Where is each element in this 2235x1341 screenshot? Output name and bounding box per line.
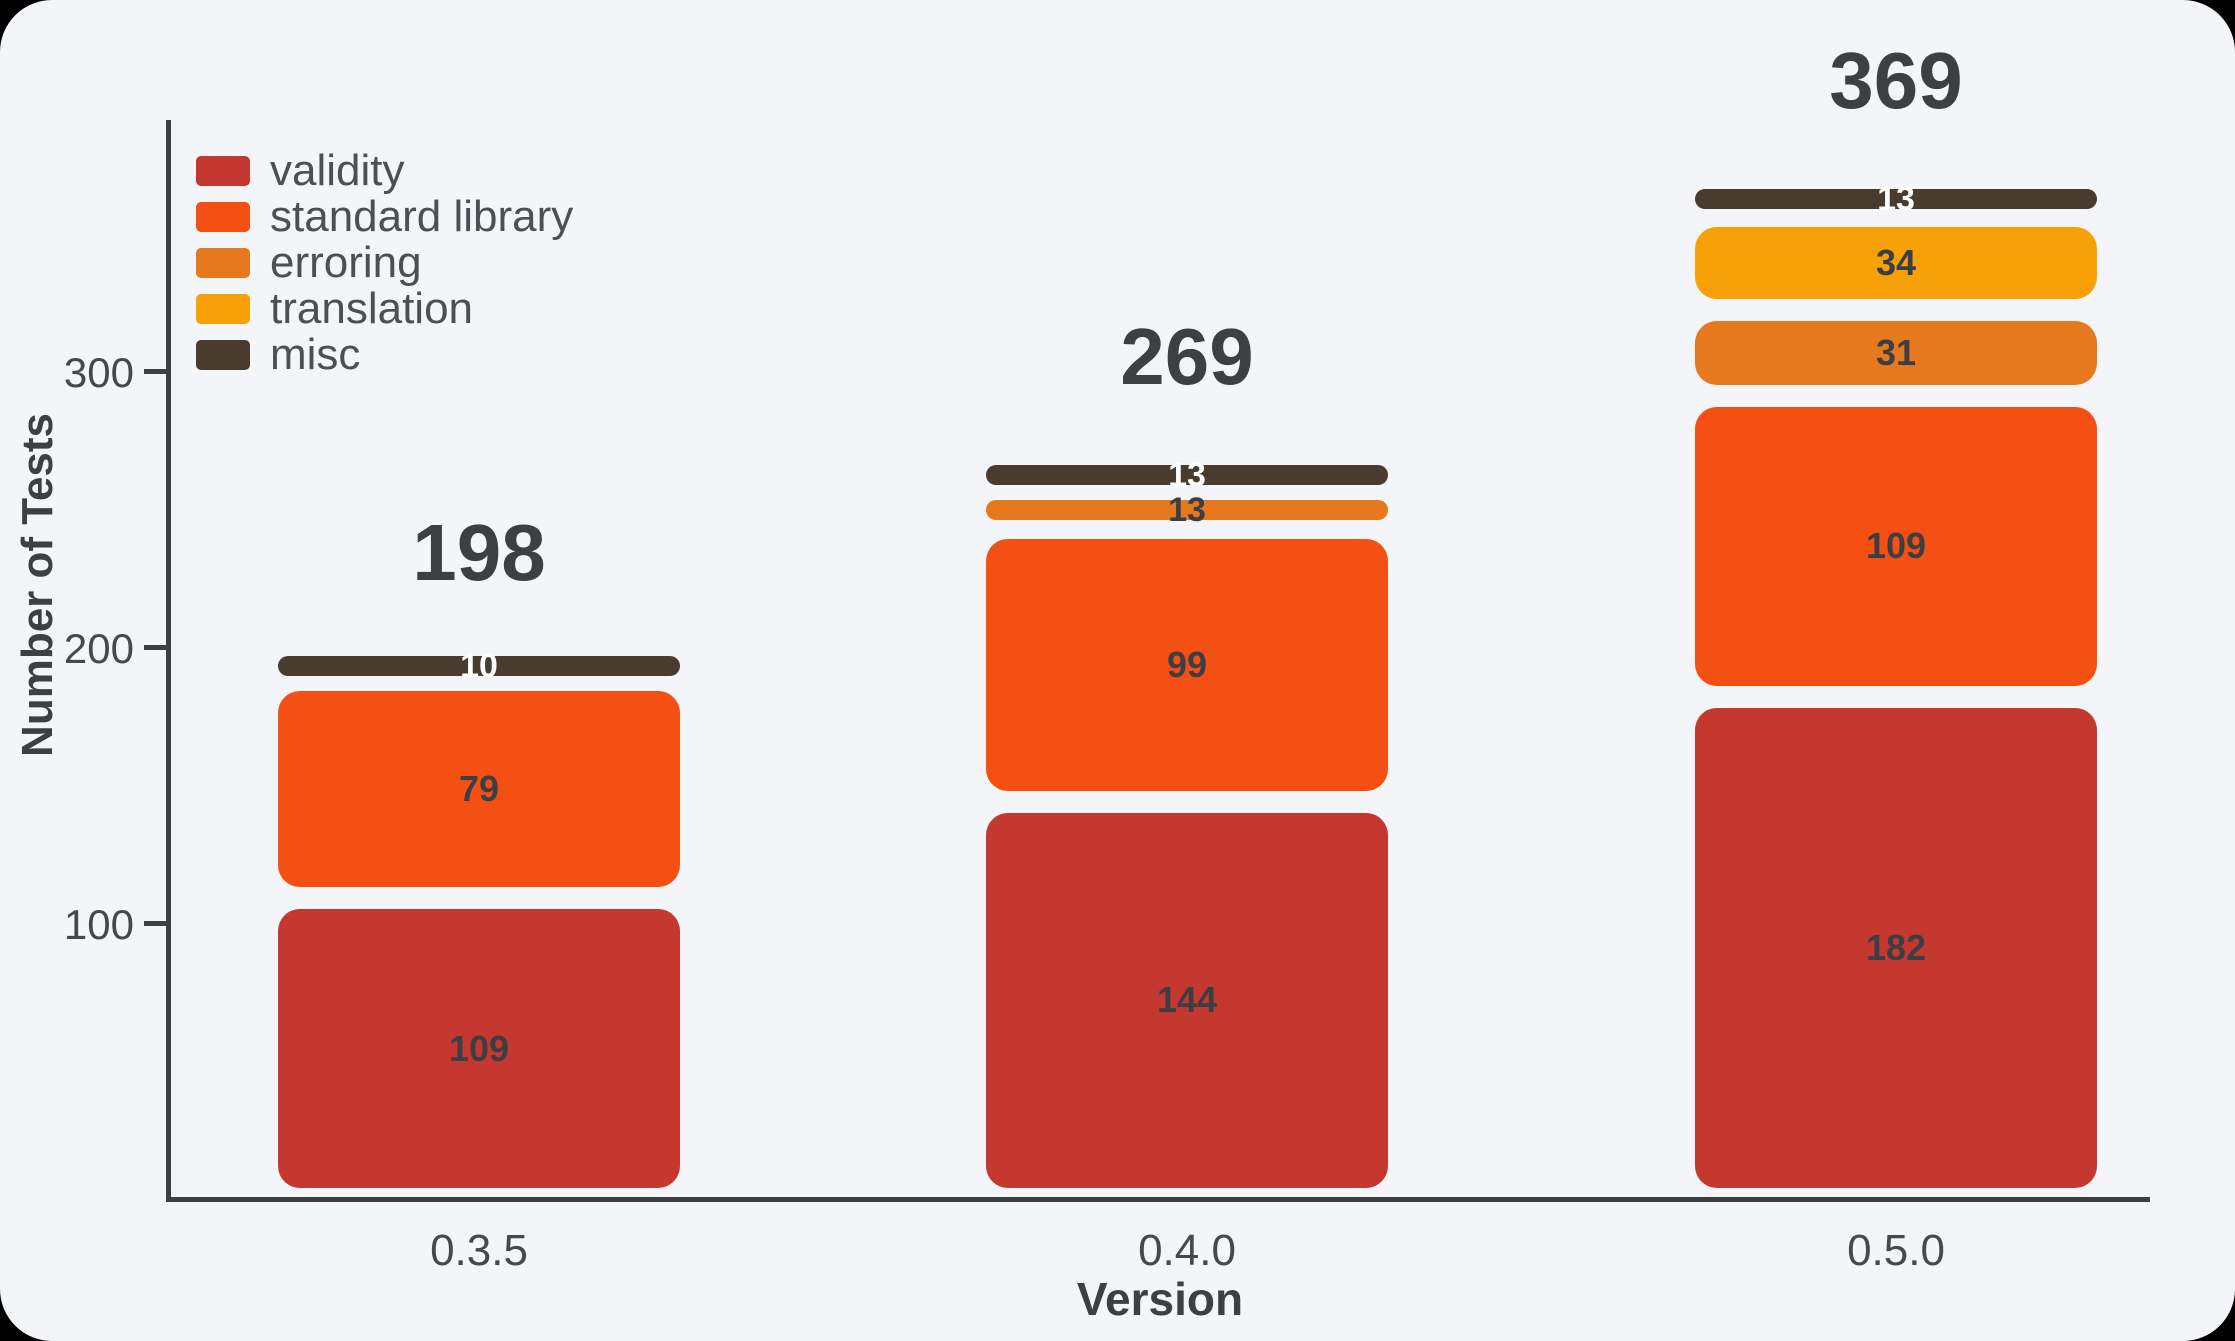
segment-misc: 13 [1695,182,2097,216]
y-axis-title: Number of Tests [13,413,62,757]
legend-item-translation: translation [196,286,573,332]
segment-value-label: 31 [1875,332,1917,374]
legend-swatch-erroring [196,248,250,278]
y-axis-line [166,120,171,1202]
legend-item-erroring: erroring [196,240,573,286]
legend-item-validity: validity [196,148,573,194]
segment-erroring: 31 [1695,321,2097,385]
legend-swatch-standard-library [196,202,250,232]
legend-label: validity [270,146,405,195]
x-tick-label-0-5-0: 0.5.0 [1847,1226,1945,1275]
y-tick-label: 100 [63,901,134,948]
segment-value-label: 182 [1865,926,1927,968]
segment-value-label: 10 [460,647,498,686]
y-tick-mark [144,920,170,926]
segment-validity: 182 [1695,707,2097,1188]
legend-item-standard-library: standard library [196,194,573,240]
segment-misc: 10 [278,649,680,683]
segment-validity: 144 [986,812,1388,1188]
segment-standard-library: 79 [278,691,680,888]
bar-total-label: 269 [1120,311,1254,401]
segment-value-label: 13 [1877,179,1915,218]
segment-standard-library: 99 [986,539,1388,791]
segment-value-label: 13 [1168,491,1206,530]
segment-value-label: 144 [1156,979,1218,1021]
legend-swatch-translation [196,294,250,324]
legend-swatch-validity [196,156,250,186]
segment-validity: 109 [278,909,680,1188]
y-tick-mark [144,644,170,650]
legend: validity standard library erroring translat… [196,148,573,378]
segment-standard-library: 109 [1695,406,2097,686]
segment-value-label: 13 [1168,455,1206,494]
segment-value-label: 109 [448,1027,510,1069]
y-tick-label: 300 [63,349,134,396]
x-tick-label-0-4-0: 0.4.0 [1138,1226,1236,1275]
legend-label: misc [270,330,361,379]
legend-label: standard library [270,192,574,241]
segment-value-label: 79 [458,768,500,810]
legend-swatch-misc [196,340,250,370]
y-tick-label: 200 [63,625,134,672]
segment-translation: 34 [1695,227,2097,300]
segment-value-label: 109 [1865,525,1927,567]
y-tick-mark [144,368,170,374]
x-axis-line [166,1197,2150,1202]
segment-value-label: 34 [1875,242,1917,284]
segment-value-label: 99 [1166,643,1208,685]
x-axis-title: Version [1076,1273,1244,1325]
legend-item-misc: misc [196,332,573,378]
x-tick-label-0-3-5: 0.3.5 [430,1226,528,1275]
bar-total-label: 198 [412,507,546,597]
bar-total-label: 369 [1829,35,1963,125]
legend-label: translation [270,284,474,333]
segment-misc: 13 [986,458,1388,492]
legend-label: erroring [270,238,422,287]
segment-erroring: 13 [986,493,1388,527]
